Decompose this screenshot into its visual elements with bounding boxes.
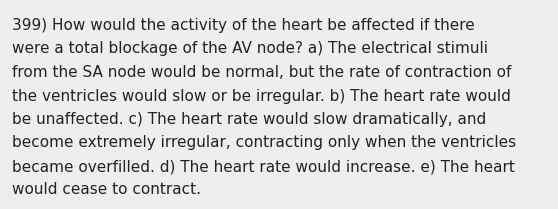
Text: be unaffected. c) The heart rate would slow dramatically, and: be unaffected. c) The heart rate would s… (12, 112, 486, 127)
Text: would cease to contract.: would cease to contract. (12, 182, 201, 198)
Text: became overfilled. d) The heart rate would increase. e) The heart: became overfilled. d) The heart rate wou… (12, 159, 515, 174)
Text: were a total blockage of the AV node? a) The electrical stimuli: were a total blockage of the AV node? a)… (12, 42, 488, 56)
Text: become extremely irregular, contracting only when the ventricles: become extremely irregular, contracting … (12, 135, 516, 150)
Text: from the SA node would be normal, but the rate of contraction of: from the SA node would be normal, but th… (12, 65, 511, 80)
Text: 399) How would the activity of the heart be affected if there: 399) How would the activity of the heart… (12, 18, 475, 33)
Text: the ventricles would slow or be irregular. b) The heart rate would: the ventricles would slow or be irregula… (12, 88, 511, 103)
